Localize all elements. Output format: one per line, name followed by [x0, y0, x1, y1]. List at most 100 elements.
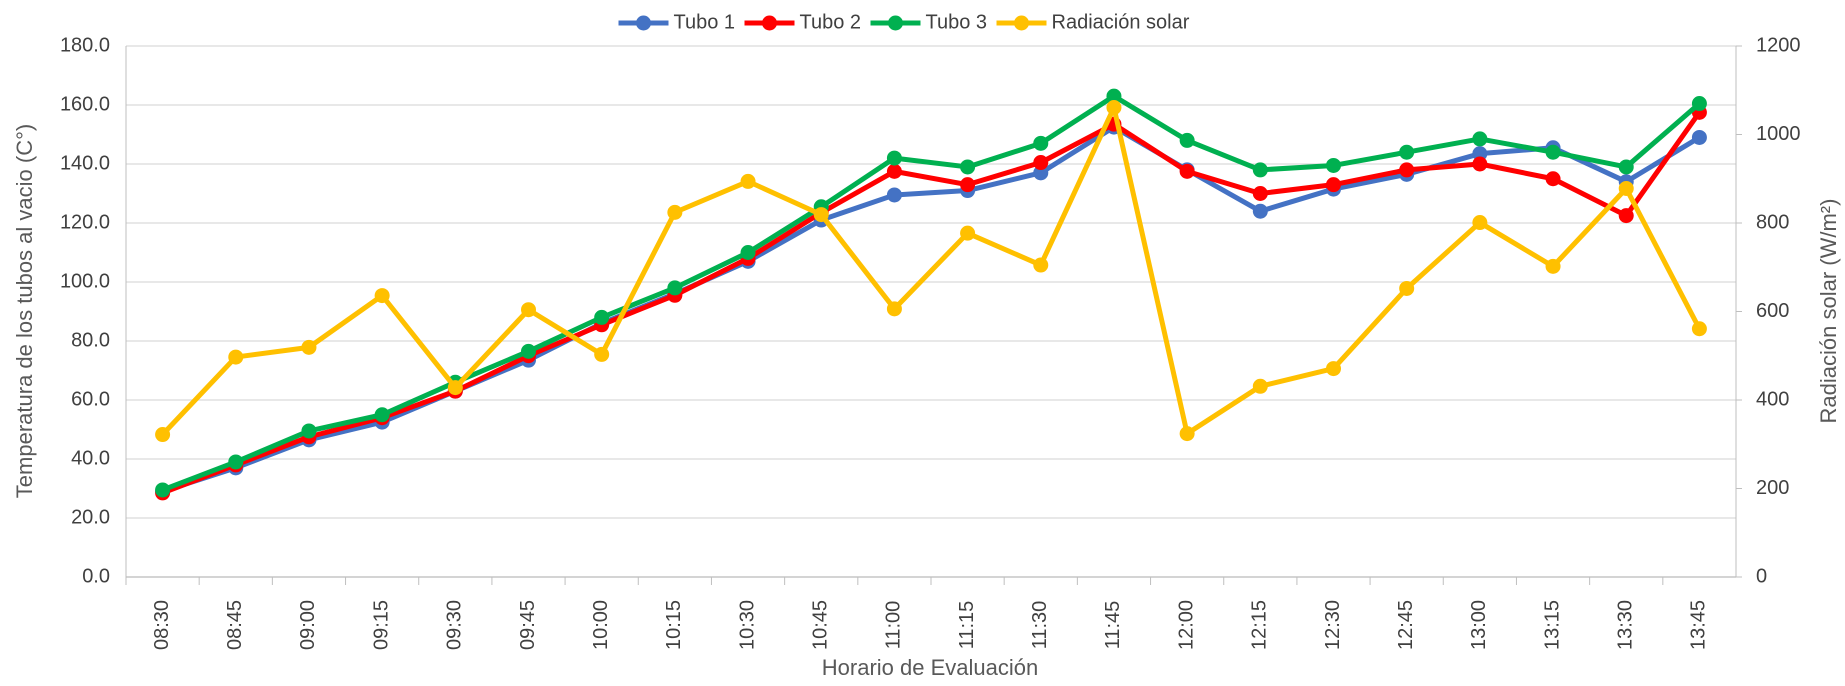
point — [1326, 157, 1341, 173]
y2-tick-label: 800 — [1756, 211, 1789, 233]
point — [521, 302, 536, 318]
point — [740, 245, 756, 260]
point — [886, 163, 902, 179]
point — [155, 427, 171, 443]
y-tick-label: 80.0 — [71, 329, 110, 351]
point — [1106, 88, 1122, 104]
point — [1472, 146, 1488, 162]
point — [667, 204, 683, 220]
legend-label: Tubo 1 — [674, 11, 736, 33]
y2-tick-label: 600 — [1756, 300, 1789, 322]
point — [667, 280, 683, 296]
legend-marker — [888, 15, 903, 31]
point — [1326, 177, 1341, 193]
point — [1618, 159, 1634, 175]
point — [886, 150, 902, 166]
point — [1472, 156, 1488, 172]
point — [1691, 321, 1707, 337]
point — [155, 482, 171, 498]
point — [1691, 129, 1707, 145]
y-tick-label: 100.0 — [60, 270, 110, 292]
point — [1179, 163, 1195, 179]
point — [1033, 135, 1049, 151]
y-tick-label: 60.0 — [71, 388, 110, 410]
x-tick-label: 10:00 — [590, 600, 612, 650]
x-tick-label: 12:45 — [1395, 600, 1417, 650]
y-tick-label: 180.0 — [60, 34, 110, 56]
y2-tick-label: 1000 — [1756, 123, 1801, 145]
x-tick-label: 09:45 — [517, 600, 539, 650]
y-tick-label: 120.0 — [60, 211, 110, 233]
point — [813, 207, 829, 223]
x-tick-label: 13:45 — [1688, 600, 1710, 650]
point — [301, 423, 317, 439]
point — [1691, 96, 1707, 112]
legend-label: Tubo 3 — [926, 11, 988, 33]
point — [447, 380, 463, 396]
x-tick-label: 12:30 — [1322, 600, 1344, 650]
point — [1252, 162, 1268, 178]
x-tick-label: 11:15 — [956, 601, 978, 650]
point — [960, 159, 976, 175]
point — [960, 177, 976, 193]
y-axis-title: Temperatura de los tubos al vacio (C°) — [12, 124, 37, 498]
point — [1472, 131, 1488, 147]
point — [1252, 203, 1268, 219]
y-tick-label: 20.0 — [71, 506, 110, 528]
point — [594, 309, 610, 325]
point — [1618, 208, 1634, 224]
x-tick-label: 12:15 — [1249, 600, 1271, 650]
point — [521, 343, 536, 359]
point — [740, 173, 756, 189]
legend-label: Tubo 2 — [800, 11, 862, 33]
point — [1179, 132, 1195, 148]
x-tick-label: 10:45 — [810, 600, 832, 650]
series-line — [161, 110, 1702, 496]
x-axis-title: Horario de Evaluación — [822, 655, 1038, 680]
y2-axis-title: Radiación solar (W/m²) — [1816, 199, 1841, 424]
point — [886, 187, 902, 203]
point — [1545, 258, 1561, 274]
legend-marker — [1014, 15, 1029, 31]
x-tick-label: 13:30 — [1615, 600, 1637, 650]
point — [1472, 215, 1488, 231]
x-tick-label: 11:00 — [883, 601, 905, 650]
point — [228, 454, 244, 470]
point — [1252, 378, 1268, 394]
point — [1106, 100, 1122, 116]
x-tick-label: 11:30 — [1029, 601, 1051, 650]
point — [594, 346, 610, 362]
point — [1545, 144, 1561, 160]
point — [1399, 144, 1415, 160]
x-tick-label: 09:15 — [370, 600, 392, 650]
x-tick-label: 11:45 — [1102, 601, 1124, 650]
y-tick-label: 160.0 — [60, 93, 110, 115]
point — [960, 225, 976, 241]
point — [1033, 165, 1049, 181]
y-tick-label: 0.0 — [82, 565, 110, 587]
point — [1399, 280, 1415, 296]
y2-tick-label: 200 — [1756, 477, 1789, 499]
series-line — [160, 105, 1702, 437]
point — [228, 349, 244, 365]
y-tick-label: 40.0 — [71, 447, 110, 469]
point — [1399, 162, 1415, 178]
y2-tick-label: 1200 — [1756, 34, 1801, 56]
x-tick-label: 08:45 — [224, 600, 246, 650]
x-tick-label: 10:15 — [663, 600, 685, 650]
x-tick-label: 09:00 — [297, 600, 319, 650]
point — [1252, 186, 1268, 201]
point — [374, 288, 390, 304]
y-tick-label: 140.0 — [60, 152, 110, 174]
point — [1033, 155, 1049, 171]
legend-label: Radiación solar — [1052, 11, 1190, 33]
point — [374, 407, 390, 423]
x-tick-label: 10:30 — [736, 600, 758, 650]
point — [886, 301, 902, 317]
y2-tick-label: 400 — [1756, 388, 1789, 410]
x-tick-label: 13:15 — [1541, 600, 1563, 650]
legend-marker — [762, 15, 777, 31]
point — [1033, 257, 1049, 273]
x-tick-label: 09:30 — [444, 600, 466, 650]
